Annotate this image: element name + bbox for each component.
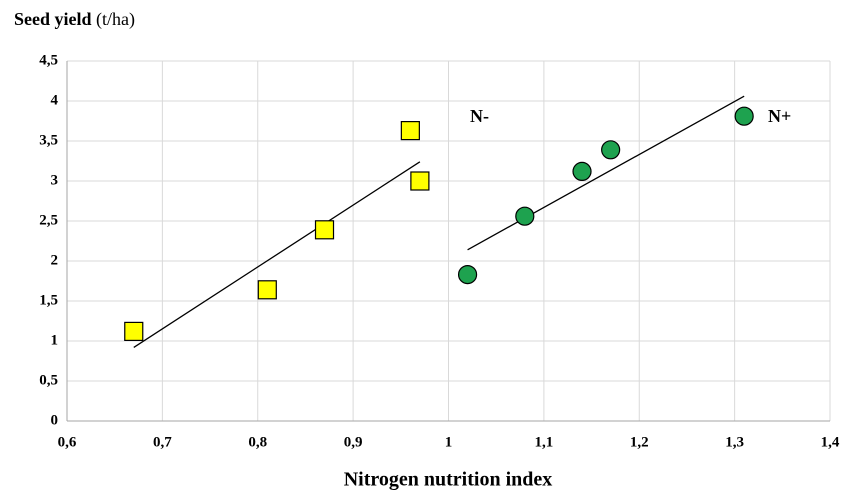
y-tick-label: 0 (51, 412, 59, 428)
x-tick-label: 0,6 (58, 434, 77, 450)
y-unit: (t/ha) (96, 9, 135, 30)
x-tick-label: 1 (445, 434, 453, 450)
point (314, 220, 335, 240)
y-tick-label: 1,5 (39, 292, 58, 308)
x-tick-label: 1,3 (725, 434, 744, 450)
y-axis-title: Seed yield (t/ha) (14, 9, 135, 30)
y-tick-label: 4,5 (39, 52, 58, 68)
x-tick-label: 1,4 (821, 434, 840, 450)
x-tick-label: 0,8 (248, 434, 267, 450)
series-label: N+ (768, 106, 791, 126)
x-tick-label: 1,1 (535, 434, 554, 450)
point (400, 120, 420, 141)
point (410, 171, 430, 191)
point (124, 321, 144, 341)
y-tick-label: 0,5 (39, 372, 58, 388)
point (515, 206, 535, 226)
x-axis-title: Nitrogen nutrition index (344, 469, 553, 491)
x-tick-label: 0,7 (153, 434, 172, 450)
point (601, 140, 621, 160)
y-tick-label: 2 (51, 252, 59, 268)
trendline (467, 95, 745, 251)
point (572, 161, 592, 181)
y-tick-label: 3 (51, 172, 59, 188)
x-tick-label: 1,2 (630, 434, 649, 450)
trendline (133, 161, 421, 348)
y-label: Seed yield (14, 9, 92, 29)
y-tick-label: 2,5 (39, 212, 58, 228)
point (734, 106, 754, 126)
x-tick-label: 0,9 (344, 434, 363, 450)
series-label: N- (470, 106, 489, 126)
point (257, 280, 277, 300)
y-tick-label: 3,5 (39, 132, 58, 148)
point (457, 265, 478, 285)
y-tick-label: 1 (51, 332, 59, 348)
y-tick-label: 4 (51, 92, 59, 108)
